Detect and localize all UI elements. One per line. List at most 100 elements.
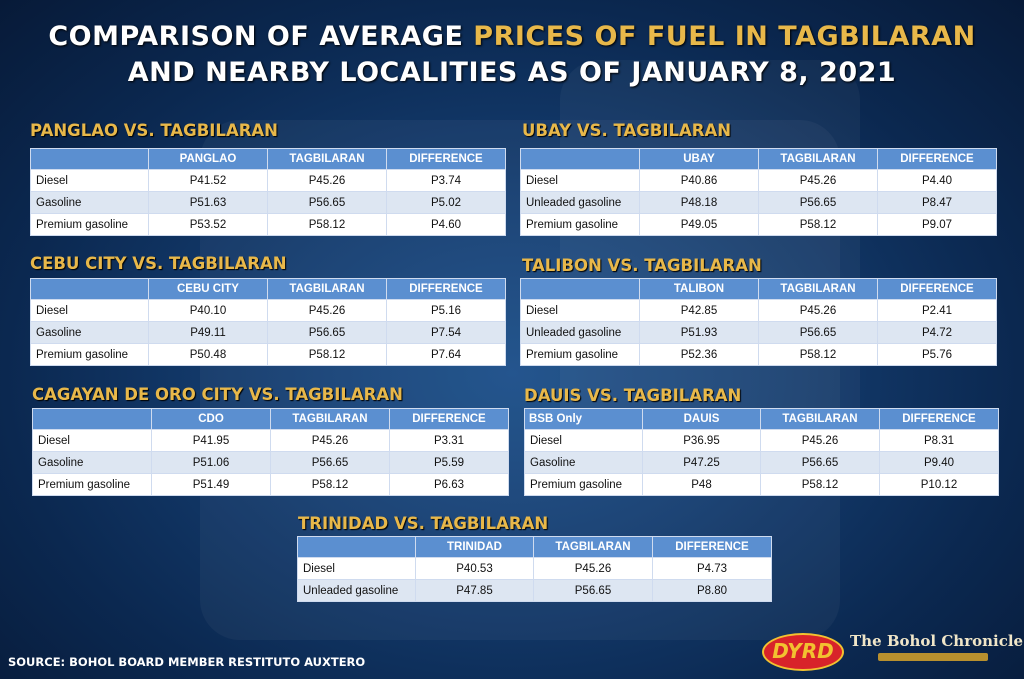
column-header: DIFFERENCE [879,408,999,430]
table-row: Gasoline P51.63 P56.65 P5.02 [30,191,506,214]
price-cell: P45.26 [533,557,653,580]
fuel-type-cell: Diesel [520,169,640,192]
price-cell: P49.11 [148,321,268,344]
table-row: Gasoline P51.06 P56.65 P5.59 [32,451,509,474]
column-header: DIFFERENCE [386,148,506,170]
price-cell: P51.93 [639,321,759,344]
price-cell: P56.65 [758,321,878,344]
price-cell: P36.95 [642,429,761,452]
table-header-row: UBAY TAGBILARAN DIFFERENCE [520,148,997,170]
column-header: DIFFERENCE [877,278,997,300]
page-title-line-2: AND NEARBY LOCALITIES AS OF JANUARY 8, 2… [127,57,897,88]
price-cell: P4.60 [386,213,506,236]
price-cell: P40.86 [639,169,759,192]
table-row: Premium gasoline P52.36 P58.12 P5.76 [520,343,997,366]
table-trinidad: TRINIDAD TAGBILARAN DIFFERENCE Diesel P40.53… [297,536,772,602]
table-cebu: CEBU CITY TAGBILARAN DIFFERENCE Diesel P40.1… [30,278,506,366]
table-row: Premium gasoline P48 P58.12 P10.12 [524,473,999,496]
column-header [32,408,152,430]
fuel-type-cell: Unleaded gasoline [520,191,640,214]
price-cell: P58.12 [760,473,880,496]
title-gold-part: PRICES OF FUEL IN TAGBILARAN [473,21,976,52]
column-header: TAGBILARAN [758,148,878,170]
price-cell: P51.06 [151,451,271,474]
fuel-type-cell: Premium gasoline [30,213,149,236]
price-cell: P8.31 [879,429,999,452]
table-header-row: TALIBON TAGBILARAN DIFFERENCE [520,278,997,300]
fuel-type-cell: Diesel [520,299,640,322]
table-dauis: BSB Only DAUIS TAGBILARAN DIFFERENCE Diesel P… [524,408,999,496]
price-cell: P49.05 [639,213,759,236]
column-header: TAGBILARAN [267,278,387,300]
fuel-type-cell: Unleaded gasoline [297,579,416,602]
price-cell: P56.65 [267,191,387,214]
price-cell: P51.49 [151,473,271,496]
section-title-talibon: TALIBON VS. TAGBILARAN [522,256,762,275]
price-cell: P40.53 [415,557,534,580]
section-title-cebu: CEBU CITY VS. TAGBILARAN [30,254,287,273]
fuel-type-cell: Diesel [30,299,149,322]
column-header [30,278,149,300]
price-cell: P45.26 [267,169,387,192]
price-cell: P7.54 [386,321,506,344]
price-cell: P42.85 [639,299,759,322]
price-cell: P47.25 [642,451,761,474]
price-cell: P45.26 [758,169,878,192]
column-header [297,536,416,558]
price-cell: P8.47 [877,191,997,214]
column-header: DAUIS [642,408,761,430]
table-row: Gasoline P47.25 P56.65 P9.40 [524,451,999,474]
price-cell: P45.26 [758,299,878,322]
column-header [30,148,149,170]
table-row: Unleaded gasoline P48.18 P56.65 P8.47 [520,191,997,214]
price-cell: P45.26 [760,429,880,452]
price-cell: P56.65 [533,579,653,602]
column-header: DIFFERENCE [652,536,772,558]
table-header-row: TRINIDAD TAGBILARAN DIFFERENCE [297,536,772,558]
fuel-type-cell: Unleaded gasoline [520,321,640,344]
table-cdo: CDO TAGBILARAN DIFFERENCE Diesel P41.95 P45.2… [32,408,509,496]
section-title-cdo: CAGAYAN DE ORO CITY VS. TAGBILARAN [32,385,403,404]
price-cell: P4.40 [877,169,997,192]
dyrd-logo: DYRD [762,633,844,671]
price-cell: P5.76 [877,343,997,366]
price-cell: P56.65 [267,321,387,344]
price-cell: P3.74 [386,169,506,192]
fuel-type-cell: Diesel [524,429,643,452]
table-row: Unleaded gasoline P47.85 P56.65 P8.80 [297,579,772,602]
fuel-type-cell: Gasoline [32,451,152,474]
fuel-type-cell: Diesel [30,169,149,192]
price-cell: P3.31 [389,429,509,452]
fuel-type-cell: Gasoline [30,321,149,344]
table-row: Diesel P40.10 P45.26 P5.16 [30,299,506,322]
price-cell: P53.52 [148,213,268,236]
table-row: Premium gasoline P53.52 P58.12 P4.60 [30,213,506,236]
price-cell: P4.73 [652,557,772,580]
price-cell: P56.65 [760,451,880,474]
column-header: DIFFERENCE [386,278,506,300]
price-cell: P10.12 [879,473,999,496]
table-row: Diesel P42.85 P45.26 P2.41 [520,299,997,322]
table-row: Premium gasoline P49.05 P58.12 P9.07 [520,213,997,236]
column-header [520,278,640,300]
price-cell: P9.07 [877,213,997,236]
section-title-ubay: UBAY VS. TAGBILARAN [522,121,732,140]
price-cell: P40.10 [148,299,268,322]
price-cell: P58.12 [270,473,390,496]
table-header-row: BSB Only DAUIS TAGBILARAN DIFFERENCE [524,408,999,430]
fuel-type-cell: Premium gasoline [520,213,640,236]
column-header: TAGBILARAN [533,536,653,558]
title-white-part: COMPARISON OF AVERAGE [48,21,474,52]
table-talibon: TALIBON TAGBILARAN DIFFERENCE Diesel P42.85 P… [520,278,997,366]
table-row: Premium gasoline P50.48 P58.12 P7.64 [30,343,506,366]
table-row: Diesel P36.95 P45.26 P8.31 [524,429,999,452]
table-row: Diesel P40.86 P45.26 P4.40 [520,169,997,192]
price-cell: P58.12 [758,213,878,236]
price-cell: P45.26 [270,429,390,452]
price-cell: P41.95 [151,429,271,452]
column-header: TAGBILARAN [267,148,387,170]
fuel-type-cell: Diesel [297,557,416,580]
column-header: PANGLAO [148,148,268,170]
price-cell: P4.72 [877,321,997,344]
page-title-line-1: COMPARISON OF AVERAGE PRICES OF FUEL IN … [0,20,1024,54]
